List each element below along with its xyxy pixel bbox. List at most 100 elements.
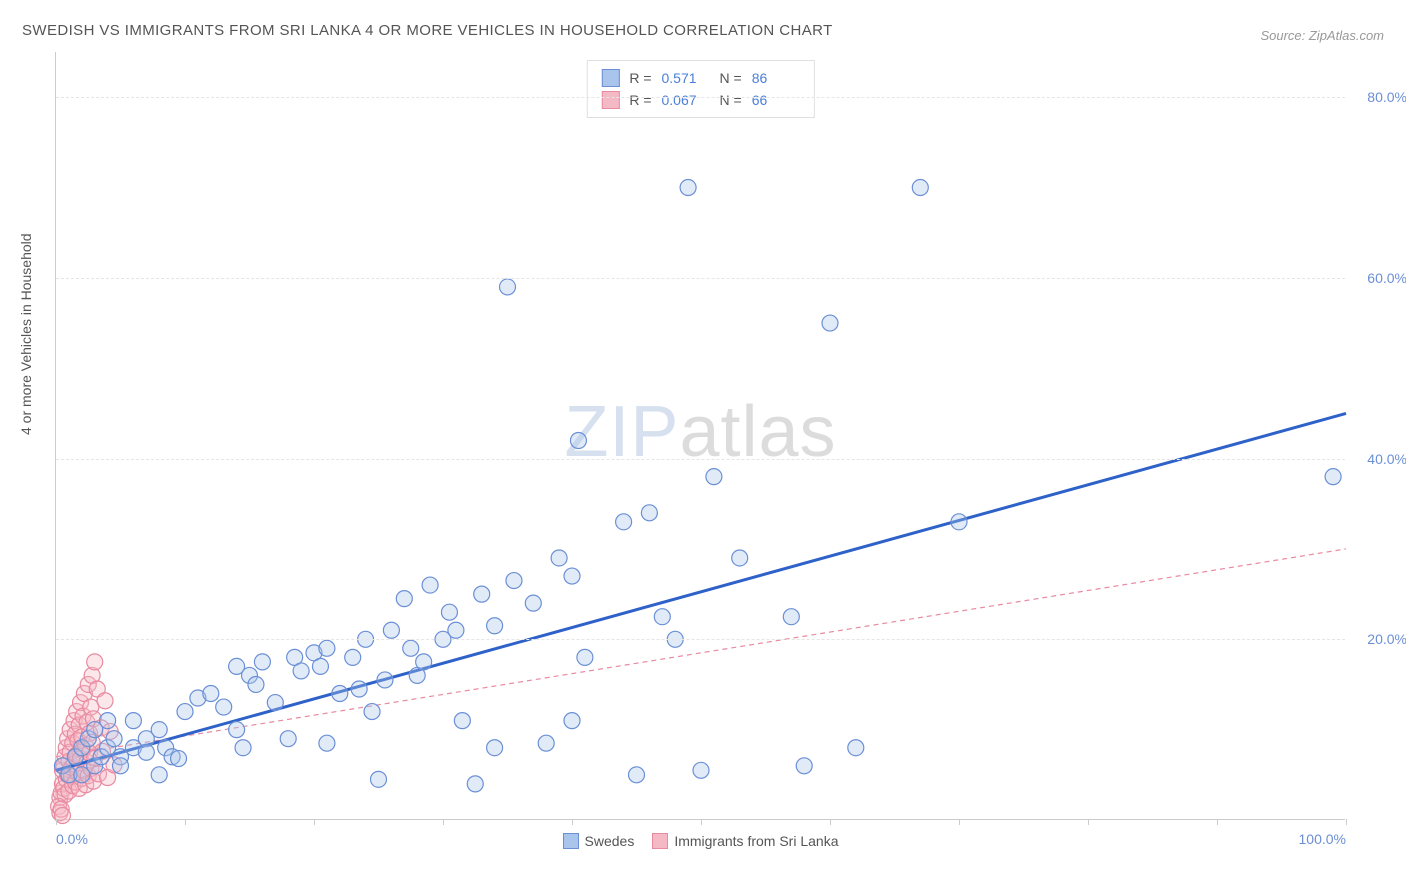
data-point — [267, 695, 283, 711]
grid-line — [56, 278, 1345, 279]
data-point — [912, 180, 928, 196]
n-label: N = — [720, 92, 742, 108]
data-point — [312, 658, 328, 674]
x-tick — [314, 819, 315, 825]
data-point — [467, 776, 483, 792]
grid-line — [56, 639, 1345, 640]
data-point — [641, 505, 657, 521]
data-point — [235, 740, 251, 756]
source-attribution: Source: ZipAtlas.com — [1260, 28, 1384, 43]
data-point — [454, 713, 470, 729]
data-point — [570, 433, 586, 449]
y-tick-label: 80.0% — [1367, 89, 1406, 105]
x-tick — [443, 819, 444, 825]
legend-label-srilanka: Immigrants from Sri Lanka — [674, 833, 838, 849]
data-point — [351, 681, 367, 697]
r-label: R = — [629, 70, 651, 86]
data-point — [280, 731, 296, 747]
legend-row-srilanka: R = 0.067 N = 66 — [601, 89, 799, 111]
legend-item-swedes: Swedes — [563, 833, 635, 849]
data-point — [693, 762, 709, 778]
data-point — [254, 654, 270, 670]
data-point — [319, 640, 335, 656]
data-point — [564, 713, 580, 729]
data-point — [783, 609, 799, 625]
data-point — [377, 672, 393, 688]
data-point — [364, 704, 380, 720]
data-point — [138, 744, 154, 760]
grid-line — [56, 97, 1345, 98]
x-tick-label: 0.0% — [56, 831, 88, 847]
data-point — [319, 735, 335, 751]
data-point — [203, 686, 219, 702]
data-point — [216, 699, 232, 715]
legend-row-swedes: R = 0.571 N = 86 — [601, 67, 799, 89]
data-point — [616, 514, 632, 530]
x-tick-label: 100.0% — [1299, 831, 1346, 847]
data-point — [822, 315, 838, 331]
data-point — [525, 595, 541, 611]
data-point — [500, 279, 516, 295]
grid-line — [56, 459, 1345, 460]
data-point — [345, 649, 361, 665]
y-tick-label: 60.0% — [1367, 270, 1406, 286]
data-point — [125, 713, 141, 729]
swatch-swedes — [601, 69, 619, 87]
x-tick — [701, 819, 702, 825]
data-point — [396, 591, 412, 607]
data-point — [403, 640, 419, 656]
data-point — [371, 771, 387, 787]
data-point — [796, 758, 812, 774]
data-point — [383, 622, 399, 638]
data-point — [416, 654, 432, 670]
r-value-srilanka: 0.067 — [662, 92, 710, 108]
data-point — [151, 722, 167, 738]
swatch-srilanka-bottom — [652, 833, 668, 849]
data-point — [87, 654, 103, 670]
data-point — [538, 735, 554, 751]
data-point — [551, 550, 567, 566]
legend-correlation: R = 0.571 N = 86 R = 0.067 N = 66 — [586, 60, 814, 118]
legend-series: Swedes Immigrants from Sri Lanka — [563, 833, 839, 849]
data-point — [332, 686, 348, 702]
data-point — [422, 577, 438, 593]
data-point — [732, 550, 748, 566]
data-point — [629, 767, 645, 783]
x-tick — [185, 819, 186, 825]
x-tick — [959, 819, 960, 825]
chart-title: SWEDISH VS IMMIGRANTS FROM SRI LANKA 4 O… — [22, 22, 833, 39]
data-point — [848, 740, 864, 756]
y-tick-label: 40.0% — [1367, 451, 1406, 467]
x-tick — [1088, 819, 1089, 825]
y-axis-label: 4 or more Vehicles in Household — [18, 233, 34, 435]
legend-label-swedes: Swedes — [585, 833, 635, 849]
data-point — [113, 758, 129, 774]
trend-line-swedes — [56, 413, 1346, 770]
data-point — [448, 622, 464, 638]
scatter-svg — [56, 52, 1345, 819]
x-tick — [1346, 819, 1347, 825]
n-value-swedes: 86 — [752, 70, 800, 86]
y-tick-label: 20.0% — [1367, 631, 1406, 647]
data-point — [487, 618, 503, 634]
swatch-swedes-bottom — [563, 833, 579, 849]
r-label: R = — [629, 92, 651, 108]
data-point — [487, 740, 503, 756]
x-tick — [572, 819, 573, 825]
r-value-swedes: 0.571 — [662, 70, 710, 86]
trend-line-immigrants-from-sri-lanka — [56, 549, 1346, 757]
data-point — [564, 568, 580, 584]
data-point — [100, 713, 116, 729]
chart-plot-area: ZIPatlas R = 0.571 N = 86 R = 0.067 N = … — [55, 52, 1345, 820]
legend-item-srilanka: Immigrants from Sri Lanka — [652, 833, 838, 849]
data-point — [706, 469, 722, 485]
data-point — [293, 663, 309, 679]
data-point — [654, 609, 670, 625]
x-tick — [830, 819, 831, 825]
data-point — [577, 649, 593, 665]
x-tick — [56, 819, 57, 825]
data-point — [106, 731, 122, 747]
data-point — [248, 676, 264, 692]
swatch-srilanka — [601, 91, 619, 109]
data-point — [680, 180, 696, 196]
